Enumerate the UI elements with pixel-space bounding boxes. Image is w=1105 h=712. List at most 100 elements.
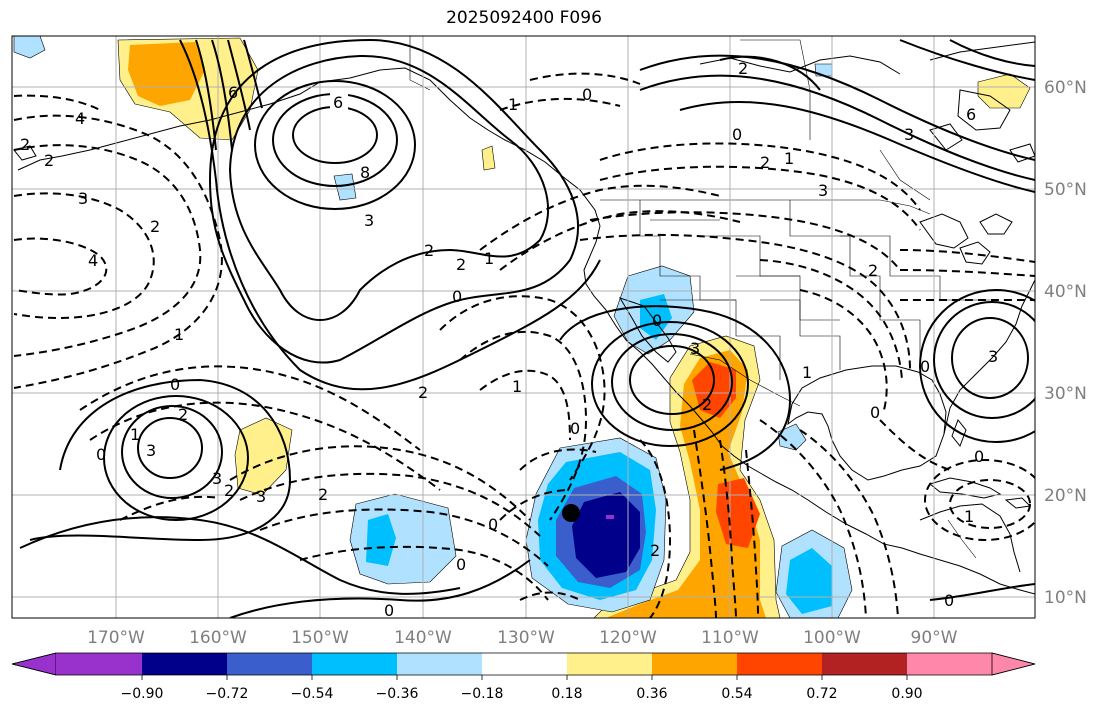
- lat-label: 40°N: [1044, 282, 1087, 302]
- lon-label: 150°W: [291, 628, 349, 648]
- contour-label: 2: [418, 383, 428, 402]
- negative-contours: [13, 72, 1035, 618]
- contour-label: 2: [318, 485, 328, 504]
- lon-label: 130°W: [497, 628, 555, 648]
- lon-label: 170°W: [87, 628, 145, 648]
- colorbar-bin: [482, 653, 568, 675]
- lat-label: 60°N: [1044, 78, 1087, 98]
- colorbar-tick-label: 0.18: [551, 686, 582, 702]
- contour-label: 0: [582, 85, 592, 104]
- contour-label: 0: [488, 515, 498, 534]
- contour-label: 3: [818, 181, 828, 200]
- colorbar-tick-label: 0.72: [806, 686, 837, 702]
- contour-label: 0: [944, 591, 954, 610]
- contour-label: 2: [178, 405, 188, 424]
- shade-pacific-yellow: [234, 417, 293, 496]
- shade-pacific-lightblue: [349, 493, 457, 585]
- contour-label: 2: [424, 241, 434, 260]
- contour-label: 2: [868, 261, 878, 280]
- contour-label: 2: [702, 395, 712, 414]
- contour-label: 2: [650, 541, 660, 560]
- lon-label: 120°W: [599, 628, 657, 648]
- lat-label: 20°N: [1044, 486, 1087, 506]
- contour-label: 2: [20, 135, 30, 154]
- lon-label: 110°W: [701, 628, 759, 648]
- contour-label: 3: [988, 347, 998, 366]
- contour-label: 2: [738, 59, 748, 78]
- lon-label: 100°W: [803, 628, 861, 648]
- colorbar-bin: [822, 653, 908, 675]
- colorbar-bin: [142, 653, 228, 675]
- contour-label: 0: [452, 287, 462, 306]
- contour-label: 6: [228, 83, 238, 102]
- contour-label: 2: [760, 153, 770, 172]
- colorbar-tick-label: 0.90: [891, 686, 922, 702]
- contour-label: 1: [484, 249, 494, 268]
- contour-label: 1: [784, 149, 794, 168]
- contour-label: 1: [512, 377, 522, 396]
- shade-nw-corner-blue: [13, 36, 46, 59]
- storm-center-marker: [562, 504, 580, 522]
- longitude-axis: 170°W 160°W 150°W 140°W 130°W 120°W 110°…: [87, 628, 958, 648]
- contour-label: 0: [920, 357, 930, 376]
- contour-label: 0: [456, 555, 466, 574]
- contour-label: 6: [333, 93, 343, 112]
- colorbar-bin: [312, 653, 398, 675]
- colorbar-tick-label: 0.36: [636, 686, 667, 702]
- contour-labels: 6 4 2 2 3 4 6 8 3 2 2 1 0 0 1 2 1 0 2 3 …: [20, 59, 998, 620]
- lat-label: 10°N: [1044, 588, 1087, 608]
- contour-label: 3: [256, 487, 266, 506]
- contour-label: 1: [508, 95, 518, 114]
- colorbar-bin: [907, 653, 993, 675]
- colorbar-tick-label: −0.72: [206, 686, 249, 702]
- contour-label: 0: [652, 311, 662, 330]
- contour-label: 4: [75, 109, 85, 128]
- contour-label: 6: [966, 105, 976, 124]
- contour-label: 3: [690, 339, 700, 358]
- colorbar-bin: [56, 653, 143, 675]
- colorbar-tick-label: −0.90: [121, 686, 164, 702]
- lon-label: 160°W: [189, 628, 247, 648]
- contour-label: 0: [570, 419, 580, 438]
- contour-label: 2: [456, 255, 466, 274]
- contour-label: 8: [360, 163, 370, 182]
- contour-label: 2: [150, 217, 160, 236]
- contour-label: 0: [974, 447, 984, 466]
- shade-tc-navy: [572, 492, 640, 578]
- contour-label: 1: [964, 507, 974, 526]
- colorbar-bin: [227, 653, 313, 675]
- colorbar-bin: [397, 653, 483, 675]
- contour-label: 1: [802, 363, 812, 382]
- map-frame: [11, 35, 1036, 619]
- contour-label: 4: [88, 251, 98, 270]
- shade-bering-orange: [128, 42, 205, 106]
- colorbar: −0.90 −0.72 −0.54 −0.36 −0.18 0.18 0.36 …: [11, 652, 1036, 702]
- colorbar-bin: [737, 653, 823, 675]
- contour-label: 0: [384, 601, 394, 620]
- contour-label: 0: [732, 125, 742, 144]
- colorbar-tick-label: −0.54: [291, 686, 334, 702]
- map-title: 2025092400 F096: [446, 8, 602, 28]
- contour-label: 2: [224, 481, 234, 500]
- colorbar-max-arrow: [991, 652, 1036, 676]
- positive-contours: [19, 38, 1035, 618]
- colorbar-min-arrow: [11, 652, 57, 676]
- contour-label: 1: [174, 325, 184, 344]
- contour-label: 3: [146, 441, 156, 460]
- shade-mexico-orange: [606, 350, 766, 618]
- contour-label: 0: [96, 445, 106, 464]
- latitude-axis: 60°N 50°N 40°N 30°N 20°N 10°N: [1044, 78, 1087, 608]
- lat-label: 30°N: [1044, 384, 1087, 404]
- lat-label: 50°N: [1044, 180, 1087, 200]
- contour-label: 3: [78, 189, 88, 208]
- colorbar-tick-label: 0.54: [721, 686, 752, 702]
- contour-label: 3: [904, 125, 914, 144]
- contour-label: 3: [364, 211, 374, 230]
- contour-label: 2: [44, 151, 54, 170]
- colorbar-tick-label: −0.18: [461, 686, 504, 702]
- contour-label: 0: [170, 375, 180, 394]
- contour-label: 1: [130, 425, 140, 444]
- contour-label: 3: [212, 469, 222, 488]
- colorbar-tick-label: −0.36: [376, 686, 419, 702]
